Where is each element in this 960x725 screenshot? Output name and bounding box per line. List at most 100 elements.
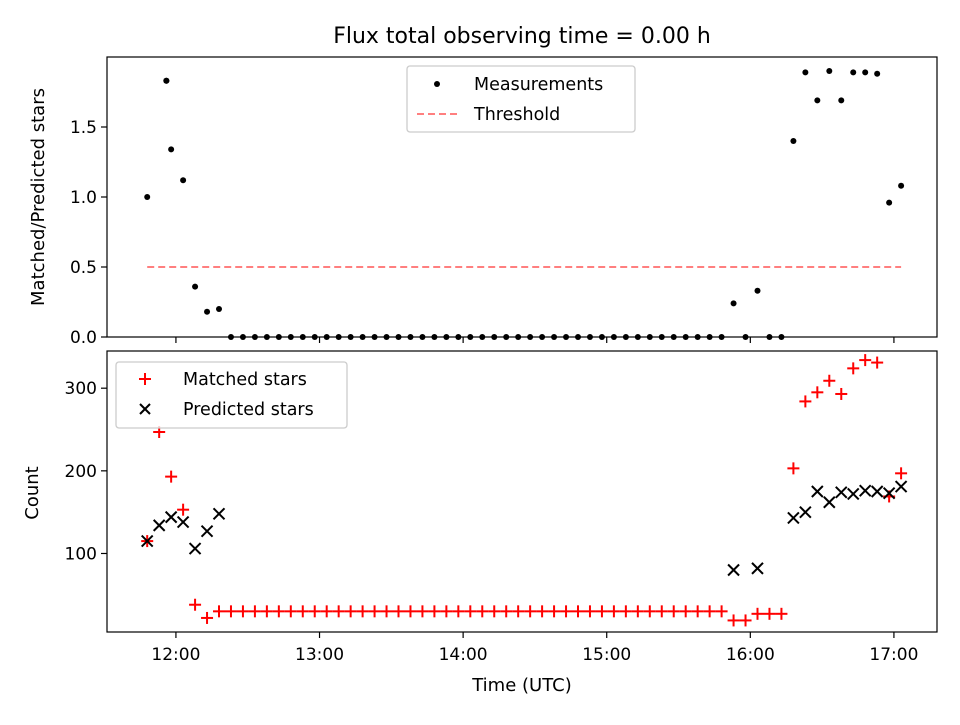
bottom-legend: Matched stars Predicted stars — [115, 361, 348, 429]
matched-stars-point — [440, 605, 453, 618]
predicted-stars-point — [787, 511, 800, 525]
x-stroke-b — [212, 507, 226, 521]
x-stroke-b — [858, 484, 872, 497]
predicted-stars-point — [835, 486, 848, 499]
x-stroke-b — [799, 505, 812, 519]
measurement-point — [826, 68, 833, 74]
measurement-point — [192, 283, 199, 290]
x-stroke-b — [870, 485, 884, 498]
legend-measurements-label: Measurements — [474, 75, 603, 95]
predicted-stars-point — [858, 484, 872, 497]
x-tick-label: 17:00 — [869, 645, 918, 665]
legend-matched-marker — [139, 373, 151, 385]
chart-title: Flux total observing time = 0.00 h — [333, 24, 711, 49]
measurement-point — [886, 199, 893, 206]
matched-stars-point — [428, 605, 441, 618]
matched-stars-point — [308, 605, 321, 618]
measurement-point — [163, 77, 170, 84]
matched-stars-point — [512, 605, 525, 618]
predicted-stars-point — [141, 534, 154, 548]
x-tick-label: 16:00 — [726, 645, 775, 665]
matched-stars-point — [260, 605, 273, 618]
matched-stars-point — [847, 362, 860, 375]
x-tick-label: 13:00 — [295, 645, 344, 665]
predicted-stars-point — [164, 510, 178, 524]
predicted-stars-point — [811, 485, 824, 498]
measurement-point — [754, 287, 761, 294]
x-tick-label: 12:00 — [151, 645, 200, 665]
bottom-panel-frame — [106, 350, 938, 633]
x-stroke-b — [787, 511, 800, 525]
matched-stars-point — [835, 387, 848, 400]
matched-stars-point — [739, 614, 752, 627]
matched-stars-point — [272, 605, 285, 618]
matched-stars-point — [607, 605, 620, 618]
bottom-series-predicted-stars — [141, 480, 908, 577]
matched-stars-point — [811, 386, 824, 399]
measurement-point — [802, 69, 809, 76]
matched-stars-point — [524, 605, 537, 618]
matched-stars-point — [619, 605, 632, 618]
matched-stars-point — [643, 605, 656, 618]
measurement-point — [168, 146, 175, 153]
measurement-point — [862, 69, 869, 76]
matched-stars-point — [404, 605, 417, 618]
x-tick-label: 14:00 — [439, 645, 488, 665]
matched-stars-point — [560, 605, 573, 618]
top-legend-frame — [406, 65, 636, 133]
matched-stars-point — [727, 614, 740, 627]
x-stroke-b — [751, 562, 764, 575]
matched-stars-point — [380, 605, 393, 618]
top-legend: Measurements Threshold — [406, 65, 636, 133]
matched-stars-point — [871, 356, 884, 369]
matched-stars-point — [631, 605, 644, 618]
top-y-tick-label: 0.0 — [70, 328, 97, 348]
x-stroke-b — [823, 496, 836, 509]
matched-stars-point — [703, 605, 716, 618]
x-stroke-b — [882, 486, 896, 500]
matched-stars-point — [679, 605, 692, 618]
matched-stars-point — [763, 607, 776, 620]
x-stroke-b — [200, 524, 214, 538]
legend-threshold-label: Threshold — [473, 105, 560, 125]
bottom-y-axis-label: Count — [22, 466, 43, 519]
measurement-point — [180, 177, 187, 184]
matched-stars-point — [368, 605, 381, 618]
matched-stars-point — [165, 470, 178, 483]
top-y-tick-label: 1.0 — [70, 188, 97, 208]
x-stroke-b — [811, 485, 824, 498]
matched-stars-point — [332, 605, 345, 618]
measurement-point — [790, 138, 797, 144]
bottom-y-tick-label: 300 — [65, 379, 97, 399]
matched-stars-point — [691, 605, 704, 618]
x-tick-label: 15:00 — [582, 645, 631, 665]
legend-matched-label: Matched stars — [183, 370, 307, 390]
matched-stars-point — [177, 503, 190, 516]
matched-stars-point — [356, 605, 369, 618]
measurement-point — [144, 194, 151, 200]
matched-stars-point — [536, 605, 549, 618]
predicted-stars-point — [870, 485, 884, 498]
predicted-stars-point — [847, 487, 860, 501]
matched-stars-point — [799, 395, 812, 408]
measurement-point — [204, 308, 211, 315]
matched-stars-point — [284, 605, 297, 618]
predicted-stars-point — [727, 563, 740, 577]
x-stroke-b — [176, 515, 190, 529]
measurement-point — [850, 69, 857, 76]
predicted-stars-point — [188, 542, 202, 555]
measurement-point — [730, 300, 737, 307]
predicted-stars-point — [200, 524, 214, 538]
matched-stars-point — [823, 374, 836, 387]
matched-stars-point — [488, 605, 501, 618]
predicted-stars-point — [176, 515, 190, 529]
matched-stars-point — [320, 605, 333, 618]
matched-stars-point — [667, 605, 680, 618]
matched-stars-point — [236, 605, 249, 618]
measurement-point — [814, 97, 821, 104]
predicted-stars-point — [823, 496, 836, 509]
matched-stars-point — [224, 605, 237, 618]
bottom-legend-frame — [115, 361, 348, 429]
